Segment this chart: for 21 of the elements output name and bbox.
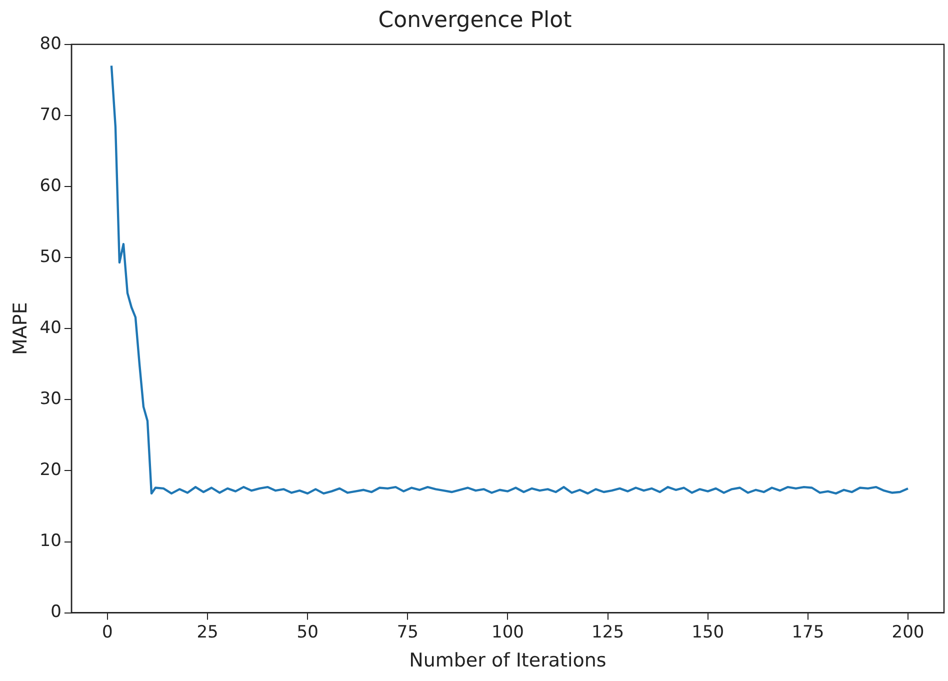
x-axis-title: Number of Iterations <box>409 650 606 672</box>
x-tick-label: 50 <box>296 622 318 642</box>
y-tick-label: 60 <box>40 176 62 196</box>
y-tick-label: 0 <box>50 602 62 622</box>
chart-title: Convergence Plot <box>378 8 572 33</box>
y-tick-label: 30 <box>40 389 62 410</box>
y-axis-title: MAPE <box>9 302 32 356</box>
y-tick-label: 50 <box>40 246 62 267</box>
y-tick-label: 40 <box>40 318 62 338</box>
x-tick-label: 100 <box>491 622 524 642</box>
y-tick-label: 70 <box>40 104 62 125</box>
x-tick-label: 150 <box>692 622 724 642</box>
y-tick-label: 20 <box>40 460 62 480</box>
x-tick-label: 0 <box>102 622 113 642</box>
x-tick-label: 200 <box>892 622 924 642</box>
x-tick-label: 125 <box>592 622 624 642</box>
y-tick-label: 80 <box>40 34 62 54</box>
x-tick-label: 25 <box>196 622 218 642</box>
y-tick-label: 10 <box>40 531 62 552</box>
x-tick-label: 175 <box>792 622 824 642</box>
x-tick-label: 75 <box>396 622 418 642</box>
